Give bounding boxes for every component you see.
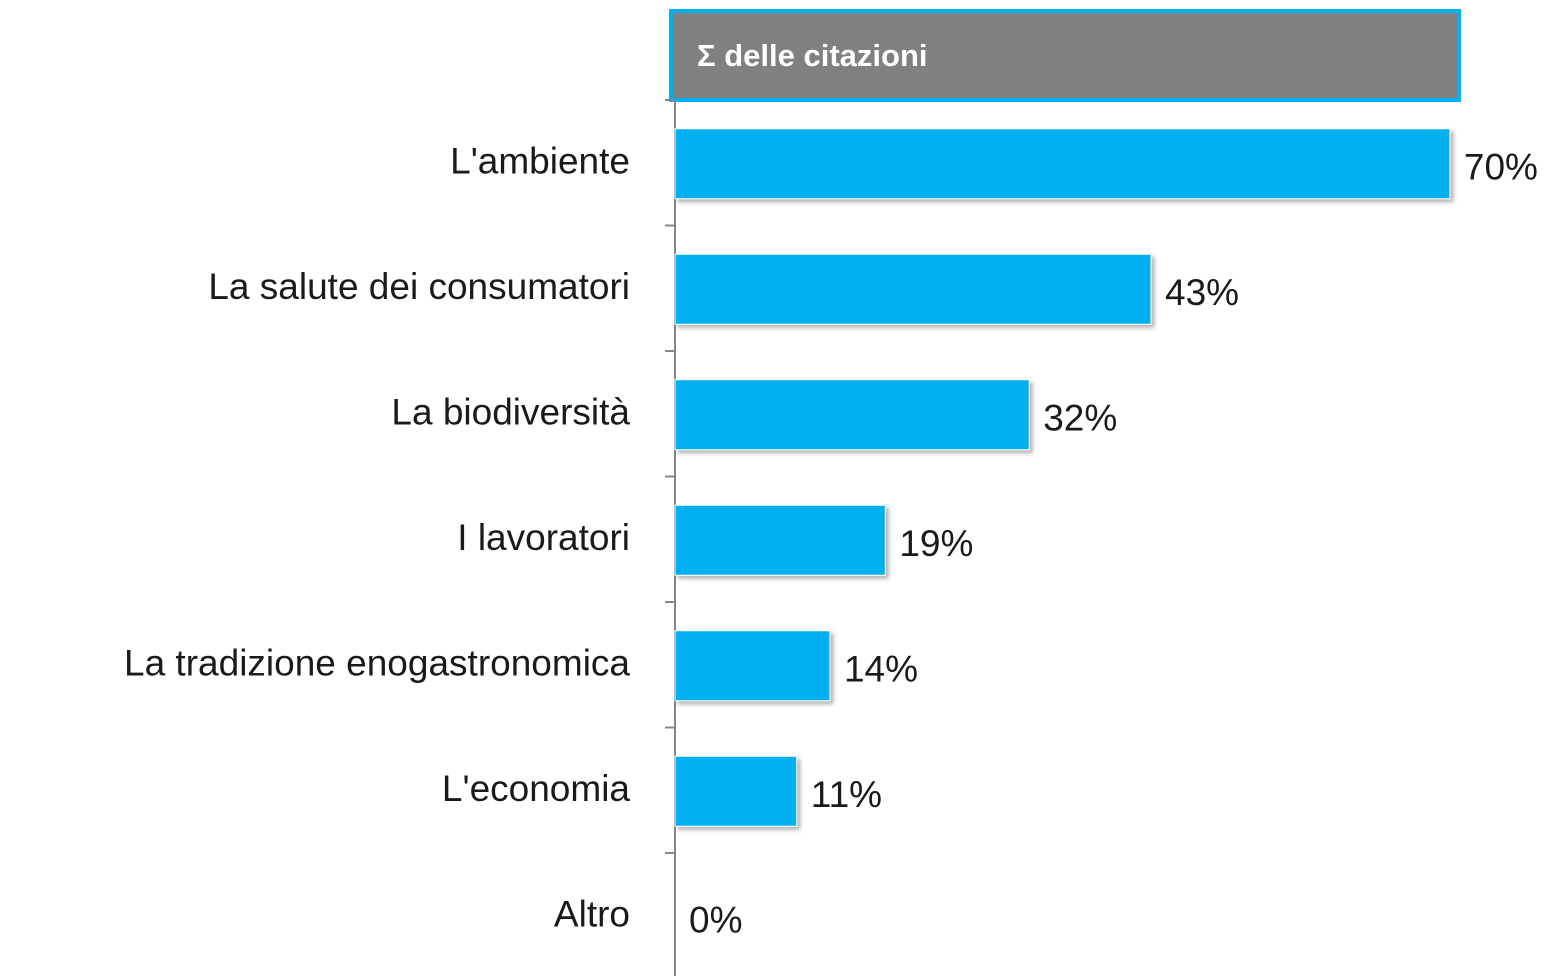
category-label: La biodiversità xyxy=(391,392,630,433)
value-label: 43% xyxy=(1165,272,1239,313)
value-label: 70% xyxy=(1464,147,1538,188)
category-label: Altro xyxy=(554,894,630,935)
chart-title: Σ delle citazioni xyxy=(697,38,928,73)
value-label: 11% xyxy=(811,774,882,815)
bar xyxy=(674,755,798,827)
bar xyxy=(674,128,1451,200)
category-label: L'ambiente xyxy=(450,141,630,182)
bar xyxy=(674,630,831,702)
value-label: 19% xyxy=(899,523,973,564)
value-label: 32% xyxy=(1043,398,1117,439)
value-label: 0% xyxy=(689,900,742,941)
bar xyxy=(674,253,1152,325)
category-label: L'economia xyxy=(442,768,630,809)
title-box xyxy=(669,9,1461,102)
category-label: La salute dei consumatori xyxy=(208,266,630,307)
category-label: I lavoratori xyxy=(457,517,630,558)
category-label: La tradizione enogastronomica xyxy=(124,643,630,684)
bar xyxy=(674,504,886,576)
value-label: 14% xyxy=(844,649,918,690)
bar xyxy=(674,379,1030,451)
